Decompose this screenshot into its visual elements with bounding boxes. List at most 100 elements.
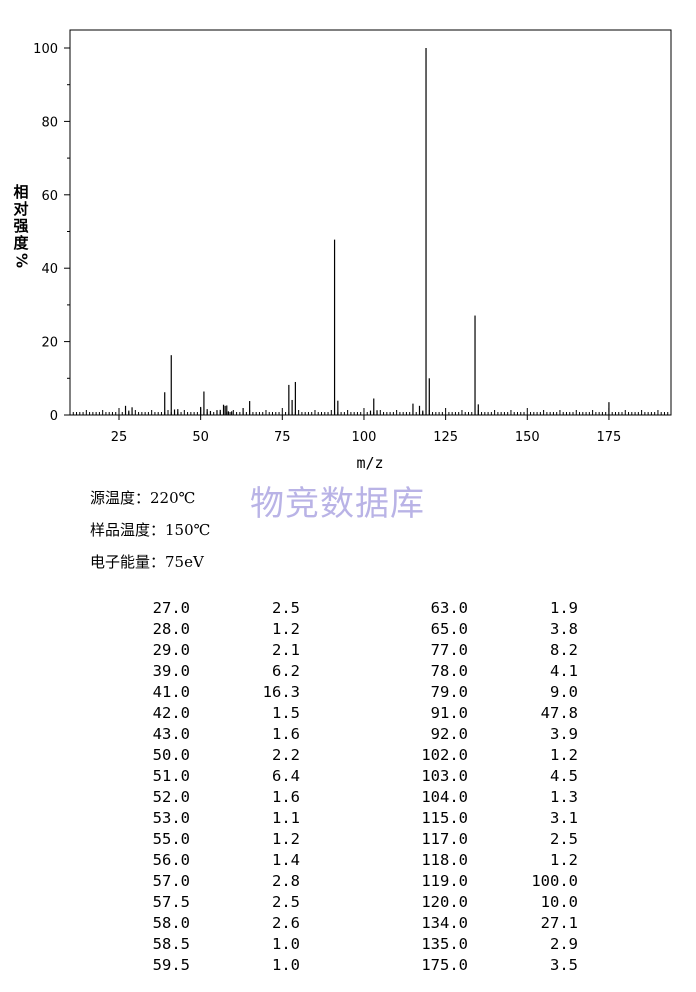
mz-value: 119.0: [421, 872, 468, 890]
mz-value: 91.0: [430, 704, 468, 722]
peak-table-row: 57.5 2.5: [0, 892, 696, 913]
intensity-value: 1.9: [550, 599, 578, 617]
mz-value: 79.0: [430, 683, 468, 701]
peak-table-row: 52.0 1.6: [0, 787, 696, 808]
peak-table-row: 57.0 2.8: [0, 871, 696, 892]
peak-table-row: 55.0 1.2: [0, 829, 696, 850]
peak-table-row: 51.0 6.4: [0, 766, 696, 787]
intensity-value: 1.0: [272, 935, 300, 953]
mz-value: 51.0: [152, 767, 190, 785]
intensity-value: 4.5: [550, 767, 578, 785]
peak-table-row: 102.0 1.2: [0, 745, 696, 766]
mz-value: 56.0: [152, 851, 190, 869]
y-axis: 0 20 40 60 80 100: [33, 42, 70, 424]
peak-table-row: 53.0 1.1: [0, 808, 696, 829]
mz-value: 175.0: [421, 956, 468, 974]
intensity-value: 1.6: [272, 725, 300, 743]
x-tick-label: 150: [515, 430, 540, 445]
mz-value: 42.0: [152, 704, 190, 722]
y-tick-label: 80: [41, 115, 58, 130]
peak-table-row: 79.0 9.0: [0, 682, 696, 703]
intensity-value: 1.2: [272, 830, 300, 848]
mz-value: 39.0: [152, 662, 190, 680]
intensity-value: 6.2: [272, 662, 300, 680]
peak-table-row: 65.0 3.8: [0, 619, 696, 640]
intensity-value: 2.8: [272, 872, 300, 890]
intensity-value: 1.4: [272, 851, 300, 869]
peak-table-right: 63.0 1.9 65.0 3.8 77.0 8.2 78.0 4.1 79.0 9.0 91.0 4…: [0, 598, 696, 976]
x-tick-label: 100: [352, 430, 377, 445]
peak-table-row: 120.0 10.0: [0, 892, 696, 913]
x-tick-label: 50: [192, 430, 209, 445]
peak-table-row: 56.0 1.4: [0, 850, 696, 871]
mz-value: 103.0: [421, 767, 468, 785]
y-tick-label: 40: [41, 262, 58, 277]
mass-spectrum-chart: 0 20 40 60 80 100 25 50 75 100 125 150 175 m/z: [33, 29, 672, 472]
intensity-value: 1.5: [272, 704, 300, 722]
peak-table-row: 134.0 27.1: [0, 913, 696, 934]
peak-table-row: 175.0 3.5: [0, 955, 696, 976]
electron-energy: 电子能量：75eV: [90, 553, 204, 571]
y-tick-label: 20: [41, 336, 58, 351]
y-axis-label-char: 强: [13, 217, 29, 235]
y-tick-label: 100: [33, 42, 58, 57]
peak-table-row: 58.0 2.6: [0, 913, 696, 934]
y-axis-label-char: %: [12, 252, 31, 269]
intensity-value: 10.0: [540, 893, 578, 911]
mz-value: 59.5: [152, 956, 190, 974]
intensity-value: 3.8: [550, 620, 578, 638]
intensity-value: 1.3: [550, 788, 578, 806]
intensity-value: 1.2: [550, 851, 578, 869]
mz-value: 102.0: [421, 746, 468, 764]
watermark: 物竞数据库: [250, 484, 425, 524]
intensity-value: 27.1: [540, 914, 578, 932]
x-axis: 25 50 75 100 125 150 175: [111, 415, 621, 445]
peak-table-row: 117.0 2.5: [0, 829, 696, 850]
peak-table-row: 115.0 3.1: [0, 808, 696, 829]
intensity-value: 2.2: [272, 746, 300, 764]
intensity-value: 3.1: [550, 809, 578, 827]
y-axis-label-char: 相: [13, 183, 29, 201]
mz-value: 55.0: [152, 830, 190, 848]
mz-value: 57.0: [152, 872, 190, 890]
intensity-value: 3.5: [550, 956, 578, 974]
peak-table-row: 42.0 1.5: [0, 703, 696, 724]
peak-table-row: 50.0 2.2: [0, 745, 696, 766]
sample-temperature: 样品温度：150℃: [90, 521, 211, 539]
mz-value: 134.0: [421, 914, 468, 932]
intensity-value: 2.5: [272, 599, 300, 617]
peak-table-row: 78.0 4.1: [0, 661, 696, 682]
x-tick-label: 125: [433, 430, 458, 445]
mz-value: 58.5: [152, 935, 190, 953]
intensity-value: 100.0: [531, 872, 578, 890]
mz-value: 92.0: [430, 725, 468, 743]
x-tick-label: 75: [274, 430, 291, 445]
plot-frame: [69, 29, 672, 416]
peak-table-row: 92.0 3.9: [0, 724, 696, 745]
intensity-value: 16.3: [262, 683, 300, 701]
y-axis-label-char: 对: [13, 200, 29, 218]
mz-value: 43.0: [152, 725, 190, 743]
mz-value: 63.0: [430, 599, 468, 617]
mz-value: 135.0: [421, 935, 468, 953]
y-axis-label: 相 对 强 度 %: [12, 183, 31, 269]
x-axis-label: m/z: [356, 454, 383, 472]
y-tick-label: 0: [50, 409, 58, 424]
peak-table-row: 39.0 6.2: [0, 661, 696, 682]
mz-value: 77.0: [430, 641, 468, 659]
peak-table-row: 59.5 1.0: [0, 955, 696, 976]
mz-value: 53.0: [152, 809, 190, 827]
intensity-value: 1.6: [272, 788, 300, 806]
intensity-value: 1.2: [272, 620, 300, 638]
y-tick-label: 60: [41, 189, 58, 204]
mz-value: 28.0: [152, 620, 190, 638]
mz-value: 115.0: [421, 809, 468, 827]
peak-table-row: 41.0 16.3: [0, 682, 696, 703]
peak-table-row: 27.0 2.5: [0, 598, 696, 619]
peak-table-row: 91.0 47.8: [0, 703, 696, 724]
mz-value: 65.0: [430, 620, 468, 638]
mz-value: 52.0: [152, 788, 190, 806]
intensity-value: 1.2: [550, 746, 578, 764]
intensity-value: 2.5: [272, 893, 300, 911]
peak-table-row: 103.0 4.5: [0, 766, 696, 787]
